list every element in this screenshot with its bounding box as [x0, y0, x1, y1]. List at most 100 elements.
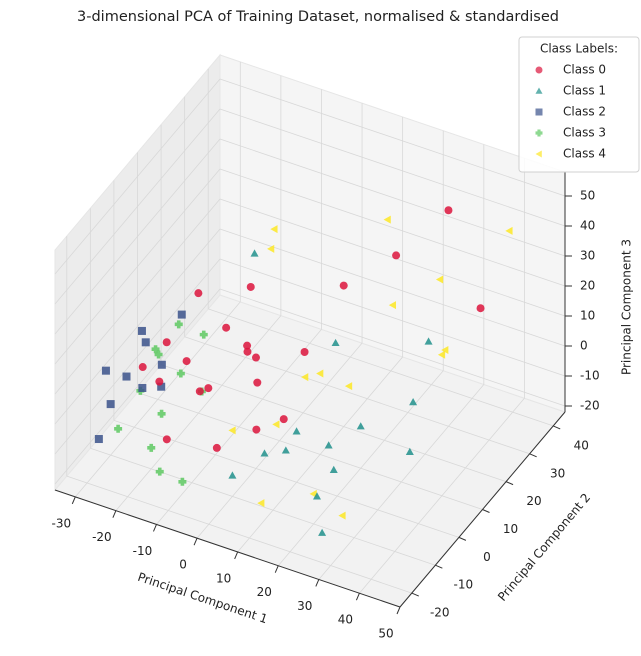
point — [344, 382, 353, 391]
point — [392, 251, 401, 260]
grid-line — [137, 392, 483, 510]
point — [138, 383, 147, 392]
x-tick — [112, 510, 117, 518]
point — [253, 378, 262, 387]
point — [176, 369, 185, 378]
y-tick-label: -20 — [430, 606, 450, 620]
legend-label: Class 1 — [563, 84, 606, 98]
x-tick — [274, 565, 279, 573]
point — [162, 435, 171, 444]
point — [141, 338, 150, 347]
z-tick-label: 40 — [580, 219, 595, 233]
point — [292, 427, 301, 435]
y-tick — [529, 453, 537, 458]
point — [316, 369, 324, 378]
point — [157, 360, 166, 369]
y-tick-label: 40 — [574, 438, 589, 452]
legend-label: Class 2 — [563, 105, 606, 119]
point — [106, 400, 115, 409]
point — [260, 449, 269, 457]
x-tick — [355, 593, 360, 601]
z-tick-label: 30 — [580, 249, 595, 263]
point — [122, 372, 131, 381]
point — [147, 443, 156, 452]
point — [279, 415, 288, 424]
grid-line — [54, 258, 221, 455]
grid-line — [208, 308, 554, 427]
point — [151, 345, 160, 354]
point — [338, 511, 346, 520]
point — [194, 289, 203, 298]
grid-line — [54, 288, 221, 485]
y-axis — [399, 411, 566, 608]
grid-line — [113, 419, 460, 538]
point — [155, 377, 164, 386]
point — [435, 275, 444, 284]
series — [228, 249, 433, 536]
y-axis-label: Principal Component 2 — [495, 491, 593, 604]
point — [195, 387, 204, 396]
x-tick-label: -20 — [92, 530, 112, 544]
point — [114, 424, 123, 433]
z-tick-label: -20 — [580, 399, 600, 413]
z-tick-label: 10 — [580, 309, 595, 323]
grid-line — [184, 336, 530, 455]
grid-line — [219, 168, 566, 287]
point — [318, 528, 327, 536]
point — [441, 345, 449, 354]
y-tick — [482, 509, 490, 513]
grid-line — [90, 447, 436, 566]
point — [257, 499, 265, 508]
grid-line — [54, 198, 221, 395]
x-tick-label: -30 — [51, 516, 71, 530]
legend-marker — [535, 108, 543, 116]
point — [137, 326, 146, 335]
grid-line — [54, 228, 221, 425]
y-tick — [505, 481, 514, 486]
point — [243, 347, 252, 356]
legend-label: Class 0 — [563, 63, 606, 77]
point — [157, 382, 166, 391]
grid-line — [160, 364, 507, 483]
x-tick — [234, 551, 239, 560]
point — [162, 338, 171, 347]
y-tick-label: 10 — [503, 522, 518, 536]
legend-box — [518, 36, 640, 173]
point — [243, 341, 252, 350]
point — [178, 477, 187, 486]
point — [405, 447, 414, 455]
legend-label: Class 4 — [563, 147, 606, 161]
point — [383, 215, 391, 224]
grid-line — [219, 288, 566, 407]
point — [267, 244, 275, 253]
chart-title: 3-dimensional PCA of Training Dataset, n… — [77, 9, 559, 25]
point — [182, 357, 191, 366]
point — [250, 249, 259, 257]
x-tick-label: 20 — [257, 585, 272, 599]
y-tick-label: 20 — [526, 494, 541, 508]
x-axis — [54, 489, 401, 608]
x-tick-label: -10 — [133, 544, 153, 558]
y-tick — [458, 536, 467, 541]
point — [177, 310, 186, 319]
y-tick — [435, 564, 443, 569]
point — [424, 337, 433, 345]
x-tick-label: 30 — [297, 599, 312, 613]
point — [94, 435, 103, 444]
point — [252, 425, 261, 434]
point — [339, 281, 348, 290]
grid-line — [66, 475, 412, 594]
grid-line — [219, 138, 566, 257]
legend-marker — [535, 87, 543, 94]
grid-line — [219, 198, 566, 317]
point — [246, 282, 255, 291]
y-tick — [553, 425, 561, 430]
y-tick-label: -10 — [454, 578, 474, 592]
x-tick-label: 10 — [216, 571, 231, 585]
x-tick — [153, 524, 157, 532]
x-tick-label: 0 — [179, 558, 187, 572]
grid-line — [54, 108, 221, 305]
point — [251, 353, 260, 362]
point — [222, 323, 231, 332]
